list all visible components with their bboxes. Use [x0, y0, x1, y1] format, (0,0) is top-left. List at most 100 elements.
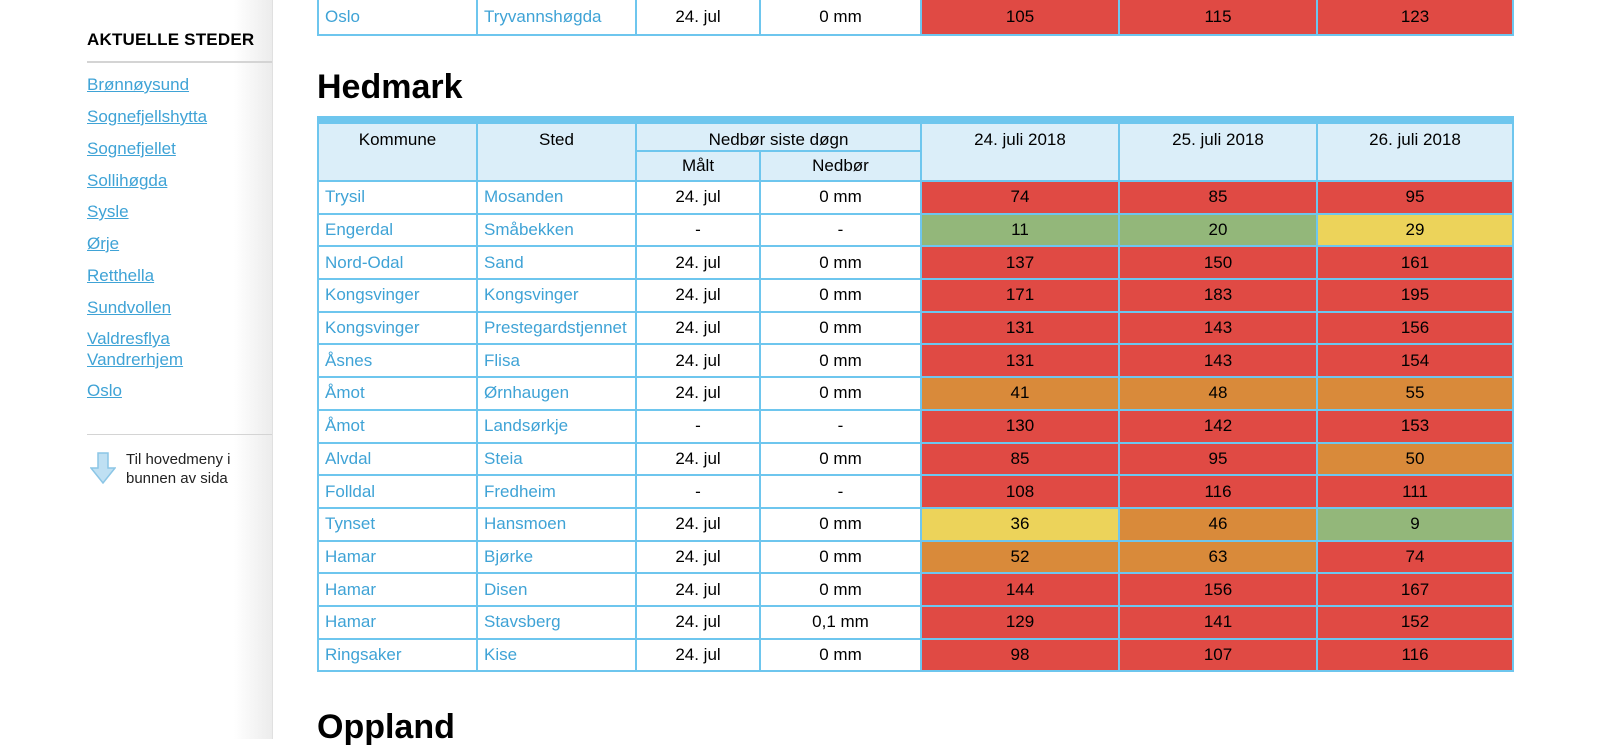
table-row: Hamar Bjørke 24. jul 0 mm 52 63 74 [317, 539, 1514, 575]
sidebar-divider [87, 61, 272, 63]
value-cell: 36 [920, 506, 1120, 542]
value-cell: 171 [920, 278, 1120, 313]
kommune-link[interactable]: Tynset [317, 506, 478, 542]
kommune-link[interactable]: Åsnes [317, 343, 478, 379]
sted-link[interactable]: Tryvannshøgda [476, 0, 637, 36]
sted-link[interactable]: Steia [476, 441, 637, 477]
table-row: Kongsvinger Kongsvinger 24. jul 0 mm 171 183 1… [317, 278, 1514, 313]
sidebar-link-sundvollen[interactable]: Sundvollen [87, 298, 172, 317]
value-cell: 108 [920, 474, 1120, 509]
hedmark-table: Kommune Sted Nedbør siste døgn 24. juli … [317, 122, 1514, 673]
back-to-main-menu-link[interactable]: Til hovedmeny i bunnen av sida [89, 450, 270, 490]
value-cell: 48 [1118, 376, 1318, 411]
nedbor-cell: 0 mm [759, 310, 922, 346]
table-row: Tynset Hansmoen 24. jul 0 mm 36 46 9 [317, 506, 1514, 542]
malt-cell: 24. jul [635, 637, 761, 673]
sted-link[interactable]: Landsørkje [476, 408, 637, 444]
nedbor-cell: 0 mm [759, 539, 922, 575]
value-cell: 161 [1316, 245, 1514, 281]
header-malt: Målt [635, 150, 761, 182]
table-row: Trysil Mosanden 24. jul 0 mm 74 85 95 [317, 180, 1514, 215]
kommune-link[interactable]: Åmot [317, 376, 478, 411]
table-row: Engerdal Småbekken - -11 20 29 [317, 212, 1514, 248]
table-row: Nord-Odal Sand 24. jul 0 mm 137 150 161 [317, 245, 1514, 281]
table-row: Hamar Stavsberg 24. jul 0,1 mm 129 141 152 [317, 604, 1514, 640]
sidebar-link-sognefjellshytta[interactable]: Sognefjellshytta [87, 107, 208, 126]
value-cell: 131 [920, 310, 1120, 346]
kommune-link[interactable]: Trysil [317, 180, 478, 215]
kommune-link[interactable]: Hamar [317, 604, 478, 640]
kommune-link[interactable]: Kongsvinger [317, 310, 478, 346]
kommune-link[interactable]: Engerdal [317, 212, 478, 248]
malt-cell: 24. jul [635, 245, 761, 281]
table-row: Kongsvinger Prestegardstjennet 24. jul 0 mm… [317, 310, 1514, 346]
kommune-link[interactable]: Hamar [317, 539, 478, 575]
sted-link[interactable]: Mosanden [476, 180, 637, 215]
malt-cell: - [635, 212, 761, 248]
table-row: Hamar Disen 24. jul 0 mm 144 156 167 [317, 572, 1514, 607]
sidebar-link-oslo[interactable]: Oslo [87, 381, 122, 400]
table-row: Alvdal Steia 24. jul 0 mm 85 95 50 [317, 441, 1514, 477]
malt-cell: 24. jul [635, 0, 761, 36]
sted-link[interactable]: Disen [476, 572, 637, 607]
malt-cell: - [635, 408, 761, 444]
sted-link[interactable]: Hansmoen [476, 506, 637, 542]
value-cell: 95 [1118, 441, 1318, 477]
value-cell: 46 [1118, 506, 1318, 542]
kommune-link[interactable]: Oslo [317, 0, 478, 36]
value-cell: 20 [1118, 212, 1318, 248]
sted-link[interactable]: Stavsberg [476, 604, 637, 640]
value-cell: 143 [1118, 310, 1318, 346]
section-heading-hedmark: Hedmark [317, 68, 463, 106]
malt-cell: 24. jul [635, 310, 761, 346]
kommune-link[interactable]: Nord-Odal [317, 245, 478, 281]
value-cell: 85 [1118, 180, 1318, 215]
sidebar: AKTUELLE STEDER Brønnøysund Sognefjellsh… [0, 0, 273, 739]
sidebar-link-sollihogda[interactable]: Sollihøgda [87, 171, 168, 190]
sidebar-link-sognefjellet[interactable]: Sognefjellet [87, 139, 176, 158]
sted-link[interactable]: Prestegardstjennet [476, 310, 637, 346]
sidebar-title: AKTUELLE STEDER [87, 30, 255, 49]
malt-cell: 24. jul [635, 278, 761, 313]
value-cell: 50 [1316, 441, 1514, 477]
sidebar-link-valdresflya-vandrerhjem[interactable]: Valdresflya Vandrerhjem [87, 329, 184, 369]
value-cell: 152 [1316, 604, 1514, 640]
sidebar-link-bronnoysund[interactable]: Brønnøysund [87, 75, 190, 94]
sted-link[interactable]: Sand [476, 245, 637, 281]
sted-link[interactable]: Ørnhaugen [476, 376, 637, 411]
value-cell: 129 [920, 604, 1120, 640]
table-row: Ringsaker Kise 24. jul 0 mm 98 107 116 [317, 637, 1514, 673]
sidebar-divider [87, 434, 272, 435]
sidebar-link-orje[interactable]: Ørje [87, 234, 120, 253]
kommune-link[interactable]: Åmot [317, 408, 478, 444]
value-cell: 111 [1316, 474, 1514, 509]
header-nedbor-siste-dogn: Nedbør siste døgn [635, 122, 922, 152]
kommune-link[interactable]: Hamar [317, 572, 478, 607]
value-cell: 95 [1316, 180, 1514, 215]
malt-cell: 24. jul [635, 604, 761, 640]
sted-link[interactable]: Kise [476, 637, 637, 673]
sidebar-link-retthella[interactable]: Retthella [87, 266, 155, 285]
kommune-link[interactable]: Kongsvinger [317, 278, 478, 313]
value-cell: 55 [1316, 376, 1514, 411]
sted-link[interactable]: Fredheim [476, 474, 637, 509]
malt-cell: 24. jul [635, 376, 761, 411]
header-kommune: Kommune [317, 122, 478, 182]
value-cell: 130 [920, 408, 1120, 444]
sted-link[interactable]: Kongsvinger [476, 278, 637, 313]
malt-cell: 24. jul [635, 572, 761, 607]
kommune-link[interactable]: Folldal [317, 474, 478, 509]
sidebar-link-sysle[interactable]: Sysle [87, 202, 129, 221]
value-cell: 131 [920, 343, 1120, 379]
nedbor-cell: 0 mm [759, 441, 922, 477]
sted-link[interactable]: Bjørke [476, 539, 637, 575]
table-row: Åsnes Flisa 24. jul 0 mm 131 143 154 [317, 343, 1514, 379]
kommune-link[interactable]: Alvdal [317, 441, 478, 477]
kommune-link[interactable]: Ringsaker [317, 637, 478, 673]
value-cell: 195 [1316, 278, 1514, 313]
table-row: Oslo Tryvannshøgda 24. jul 0 mm 105 115 … [317, 0, 1514, 36]
sted-link[interactable]: Flisa [476, 343, 637, 379]
table-row: Åmot Ørnhaugen 24. jul 0 mm 41 48 55 [317, 376, 1514, 411]
sted-link[interactable]: Småbekken [476, 212, 637, 248]
value-cell: 11 [920, 212, 1120, 248]
